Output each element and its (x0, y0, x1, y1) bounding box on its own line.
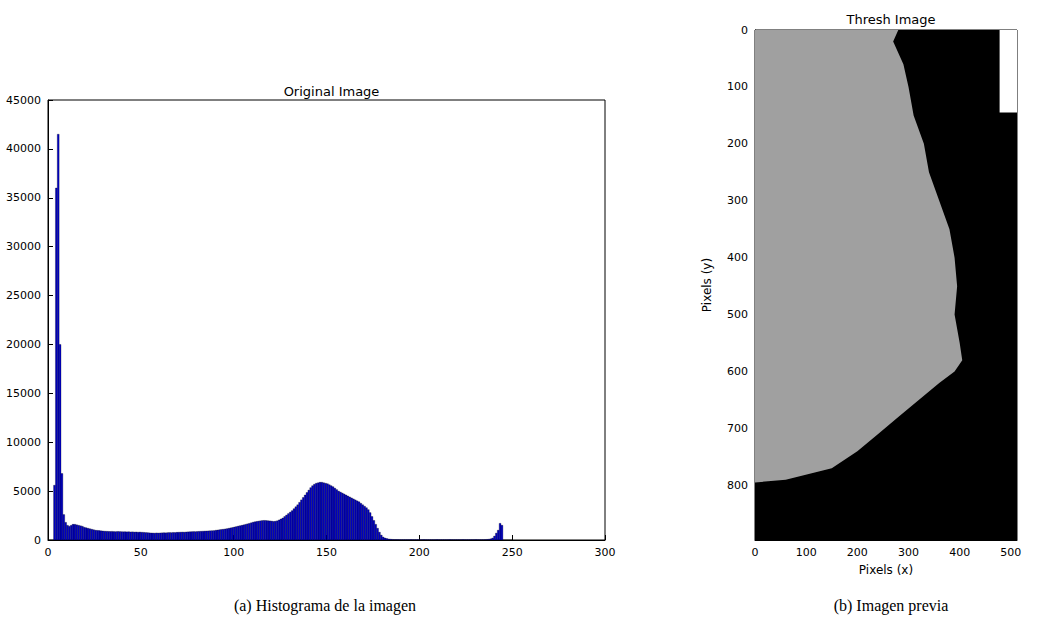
svg-text:100: 100 (796, 546, 817, 559)
svg-text:200: 200 (409, 546, 430, 559)
svg-text:5000: 5000 (13, 485, 41, 498)
svg-text:Pixels (x): Pixels (x) (859, 563, 913, 577)
svg-text:700: 700 (727, 422, 748, 435)
svg-text:45000: 45000 (6, 94, 41, 107)
svg-text:50: 50 (134, 546, 148, 559)
svg-text:200: 200 (847, 546, 868, 559)
svg-text:800: 800 (727, 479, 748, 492)
svg-text:500: 500 (727, 308, 748, 321)
svg-text:Thresh Image: Thresh Image (845, 12, 935, 27)
svg-text:100: 100 (223, 546, 244, 559)
svg-text:(a) Histograma de la imagen: (a) Histograma de la imagen (234, 597, 416, 615)
svg-text:20000: 20000 (6, 338, 41, 351)
svg-text:(b) Imagen previa: (b) Imagen previa (834, 597, 949, 615)
svg-text:0: 0 (45, 546, 52, 559)
svg-text:200: 200 (727, 137, 748, 150)
svg-text:Original Image: Original Image (284, 84, 380, 99)
svg-text:0: 0 (34, 534, 41, 547)
svg-text:0: 0 (741, 24, 748, 37)
svg-text:15000: 15000 (6, 387, 41, 400)
svg-text:400: 400 (949, 546, 970, 559)
svg-text:300: 300 (595, 546, 616, 559)
svg-text:150: 150 (316, 546, 337, 559)
svg-text:300: 300 (898, 546, 919, 559)
svg-text:35000: 35000 (6, 191, 41, 204)
svg-text:25000: 25000 (6, 289, 41, 302)
svg-text:10000: 10000 (6, 436, 41, 449)
svg-text:0: 0 (752, 546, 759, 559)
svg-text:600: 600 (727, 365, 748, 378)
svg-text:Pixels (y): Pixels (y) (700, 258, 714, 312)
svg-text:500: 500 (1000, 546, 1021, 559)
svg-text:100: 100 (727, 80, 748, 93)
svg-text:40000: 40000 (6, 142, 41, 155)
svg-text:300: 300 (727, 194, 748, 207)
svg-text:400: 400 (727, 251, 748, 264)
svg-text:30000: 30000 (6, 240, 41, 253)
svg-text:250: 250 (502, 546, 523, 559)
